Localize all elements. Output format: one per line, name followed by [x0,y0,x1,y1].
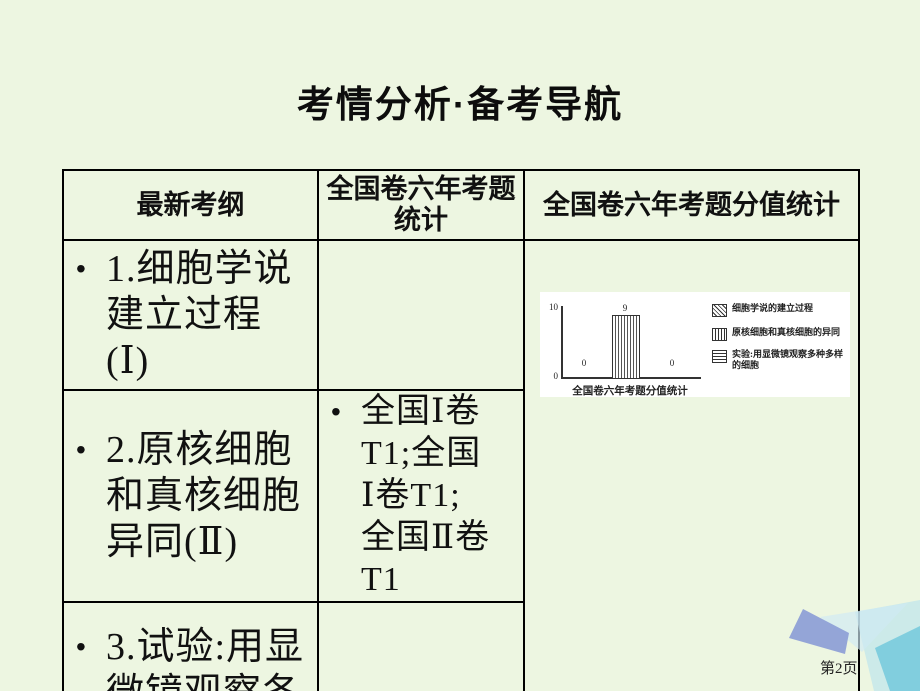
syllabus-item-2-text: 2.原核细胞 和真核细胞 异同(Ⅱ) [106,429,302,563]
header-score-stats: 全国卷六年考题分值统计 [523,169,860,241]
corner-decor-shapes [789,600,920,691]
legend-swatch-horizontal-stripes [712,350,727,363]
cell-stats-1 [317,239,525,391]
header-score-stats-text: 全国卷六年考题分值统计 [543,189,840,220]
bar-value-cat2: 9 [622,303,628,313]
legend-item-prokaryote: 原核细胞和真核细胞的异同 [712,327,854,341]
decor-cyan-triangle-small [820,603,908,652]
legend-item-cell-theory: 细胞学说的建立过程 [712,303,854,317]
chart-x-label: 全国卷六年考题分值统计 [572,386,688,397]
bullet-marker: • [76,434,86,465]
legend-label-prokaryote: 原核细胞和真核细胞的异同 [732,327,841,337]
cell-stats-3 [317,601,525,691]
cell-syllabus-1: • 1.细胞学说 建立过程 (Ⅰ) [62,239,319,391]
bullet-marker: • [331,396,341,427]
bar-prokaryote-eukaryote [612,315,640,379]
decor-teal-triangle [875,626,920,691]
legend-swatch-vertical-stripes [712,328,727,341]
legend-label-cell-theory: 细胞学说的建立过程 [732,303,814,313]
y-tick-0: 0 [553,371,559,381]
header-syllabus-text: 最新考纲 [136,189,245,220]
stats-item-2-text: 全国Ⅰ卷 T1;全国 Ⅰ卷T1; 全国Ⅱ卷 T1 [361,393,491,598]
list-item: • 2.原核细胞 和真核细胞 异同(Ⅱ) [65,427,316,565]
cell-syllabus-2: • 2.原核细胞 和真核细胞 异同(Ⅱ) [62,389,319,603]
cell-stats-2: • 全国Ⅰ卷 T1;全国 Ⅰ卷T1; 全国Ⅱ卷 T1 [317,389,525,603]
bar-value-cat3: 0 [669,358,675,368]
header-stats: 全国卷六年考题 统计 [317,169,525,241]
cell-syllabus-3: • 3.试验:用显 微镜观察各 [62,601,319,691]
y-axis [561,306,563,378]
bullet-marker: • [76,631,86,662]
list-item: • 3.试验:用显 微镜观察各 [65,618,316,691]
legend-swatch-diagonal-hatch [712,304,727,317]
syllabus-item-3-text: 3.试验:用显 微镜观察各 [106,626,305,691]
exam-analysis-table: 最新考纲 全国卷六年考题 统计 全国卷六年考题分值统计 • 1.细胞学说 建立过… [62,169,860,691]
slide-title: 考情分析·备考导航 [296,84,624,125]
legend-label-microscope: 实验:用显微镜观察多种多样 的细胞 [732,349,843,370]
header-syllabus: 最新考纲 [62,169,319,241]
list-item: • 1.细胞学说 建立过程 (Ⅰ) [65,246,316,384]
legend-item-microscope: 实验:用显微镜观察多种多样 的细胞 [712,349,854,371]
page-number: 第2页 [820,661,858,677]
y-tick-10: 10 [549,302,558,312]
bullet-marker: • [76,253,86,284]
syllabus-item-1-text: 1.细胞学说 建立过程 (Ⅰ) [106,248,293,382]
decor-purple-quad [789,609,849,654]
list-item: • 全国Ⅰ卷 T1;全国 Ⅰ卷T1; 全国Ⅱ卷 T1 [320,392,522,600]
header-stats-text: 全国卷六年考题 统计 [326,174,516,235]
bar-value-cat1: 0 [581,358,587,368]
score-bar-chart: 10 0 0 9 0 全国卷六年考题分值统计 细胞学说的建立过程 原核细胞和真核… [540,292,850,397]
